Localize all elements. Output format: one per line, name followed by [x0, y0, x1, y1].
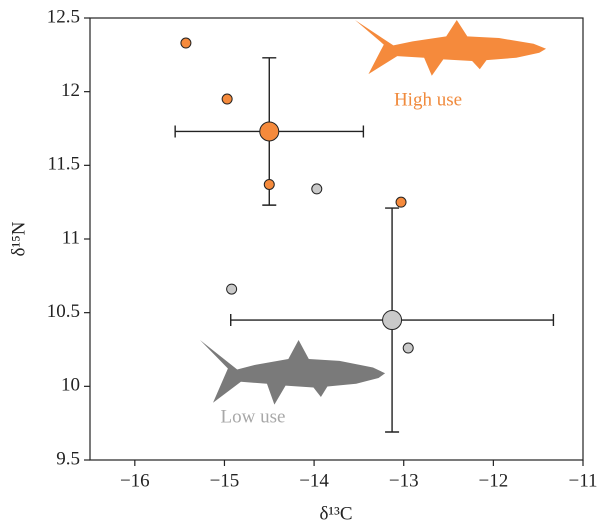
y-tick-label: 11 [62, 227, 80, 248]
x-tick-label: −11 [568, 470, 597, 491]
y-tick-label: 9.5 [56, 448, 80, 469]
y-axis-label: δ¹⁵N [8, 221, 29, 256]
point [221, 93, 233, 105]
mean-point [382, 310, 403, 331]
point [311, 183, 323, 195]
series-label: High use [394, 89, 462, 110]
point [263, 178, 275, 190]
plot-frame [89, 17, 584, 461]
x-tick-label: −12 [479, 470, 509, 491]
x-tick-label: −16 [120, 470, 150, 491]
y-tick-label: 10.5 [47, 301, 80, 322]
y-tick-label: 12 [61, 80, 80, 101]
point [180, 37, 192, 49]
x-axis-label: δ¹³C [319, 503, 352, 524]
point [395, 196, 407, 208]
series-label: Low use [221, 406, 286, 427]
y-tick-label: 12.5 [47, 6, 80, 27]
x-tick-label: −13 [389, 470, 419, 491]
shark-low [200, 340, 386, 405]
x-tick-label: −14 [299, 470, 329, 491]
y-tick-label: 10 [61, 375, 80, 396]
point [226, 283, 238, 295]
mean-point [259, 121, 280, 142]
y-tick-label: 11.5 [47, 154, 80, 175]
x-tick-label: −15 [210, 470, 240, 491]
point [402, 342, 414, 354]
shark-high [355, 20, 547, 76]
